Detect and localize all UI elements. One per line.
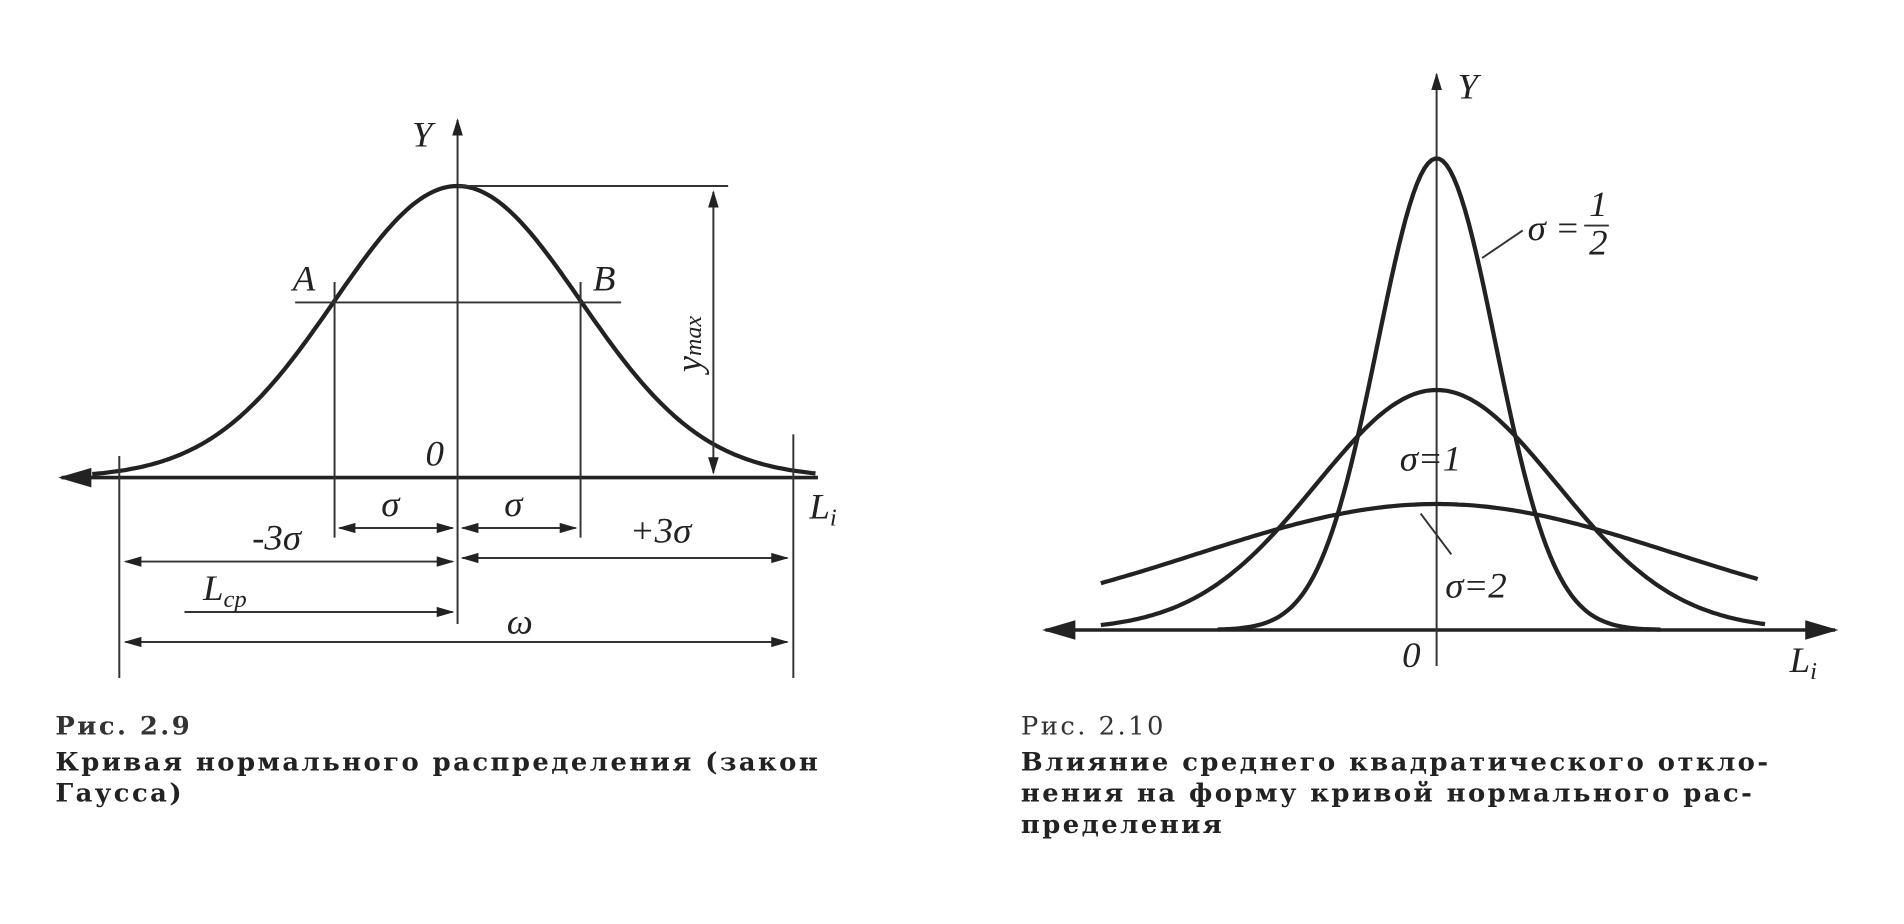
lmean-main: L (202, 568, 224, 608)
ymax-sub: max (680, 316, 707, 356)
caption-line: Кривая нормального распределения (закон (55, 748, 820, 778)
y-axis-label: Y (412, 115, 436, 155)
sigma-two-label: σ=2 (1445, 566, 1507, 606)
lmean-label: Lср (202, 568, 247, 613)
x-axis-main: L (1789, 640, 1811, 680)
omega-label: ω (507, 602, 533, 642)
ymax-main: y (669, 355, 709, 376)
origin-label: 0 (1402, 636, 1420, 676)
gauss-curve (1217, 156, 1661, 632)
caption-number: Рис. 2.9 (55, 712, 192, 742)
origin-label: 0 (426, 434, 444, 474)
ymax-label: ymax (669, 316, 709, 376)
fraction-denominator: 2 (1589, 223, 1607, 263)
sigma-label: σ (504, 484, 524, 524)
point-label: A (291, 259, 316, 299)
x-axis-sub: i (830, 505, 837, 532)
fraction-numerator: 1 (1589, 184, 1607, 224)
sigma-one-label: σ=1 (1400, 439, 1462, 479)
leader-line (1419, 513, 1453, 555)
caption-number: Рис. 2.10 (1021, 712, 1166, 742)
figure-left: Y A B ymax 0 σ σ -3σ +3σ Li Lср ω Рис. 2… (55, 115, 837, 809)
gauss-curve (1100, 501, 1759, 586)
y-axis-label: Y (1458, 67, 1482, 107)
sigma-label: σ (381, 484, 401, 524)
minus-three-sigma-label: -3σ (252, 518, 303, 558)
point-label: B (593, 259, 616, 299)
plus-three-sigma-label: +3σ (630, 511, 694, 551)
gauss-curve (1100, 387, 1766, 628)
x-axis-label: Li (1789, 640, 1818, 685)
caption-line: нения на форму кривой нормального рас- (1021, 779, 1754, 809)
leader-line (1481, 229, 1524, 259)
x-axis-sub: i (1810, 658, 1817, 685)
lmean-sub: ср (223, 586, 246, 613)
sigma-half-label: σ = (1528, 208, 1580, 248)
gauss-curve (92, 183, 816, 477)
x-axis-main: L (808, 487, 830, 527)
figure-right: Y σ = 1 2 σ=1 σ=2 0 Li Рис. 2.10 Влияние… (1021, 67, 1839, 840)
x-axis-label: Li (808, 487, 837, 532)
caption-line: Влияние среднего квадратического откло- (1021, 748, 1771, 778)
caption-line: Гаусса) (55, 779, 184, 809)
caption-line: пределения (1021, 810, 1224, 840)
